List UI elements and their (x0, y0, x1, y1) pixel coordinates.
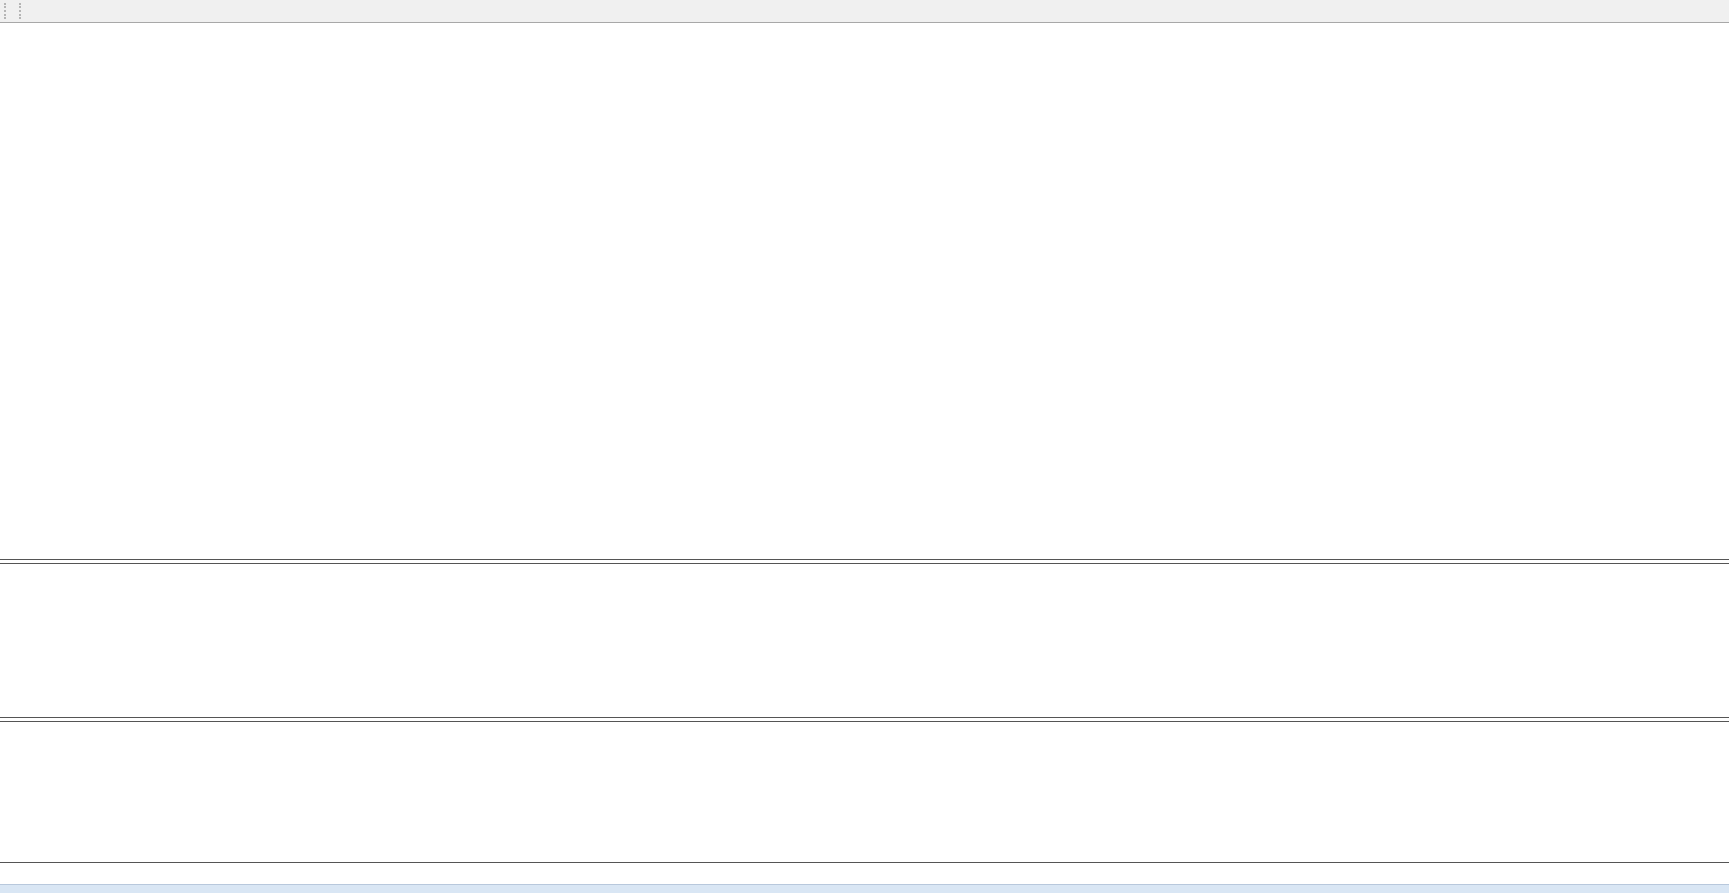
rsi-indicator-panel[interactable] (0, 720, 1729, 862)
panel-divider[interactable] (0, 559, 1729, 564)
chart-subtitle[interactable] (8, 29, 12, 41)
macd-indicator-panel[interactable] (0, 562, 1729, 717)
panel-divider[interactable] (0, 717, 1729, 722)
toolbar-grip[interactable] (19, 3, 26, 19)
main-chart-panel[interactable] (0, 23, 1729, 559)
date-axis[interactable] (0, 862, 1729, 885)
window-bottom-strip (0, 884, 1729, 893)
toolbar (0, 0, 1729, 23)
toolbar-grip[interactable] (4, 3, 11, 19)
